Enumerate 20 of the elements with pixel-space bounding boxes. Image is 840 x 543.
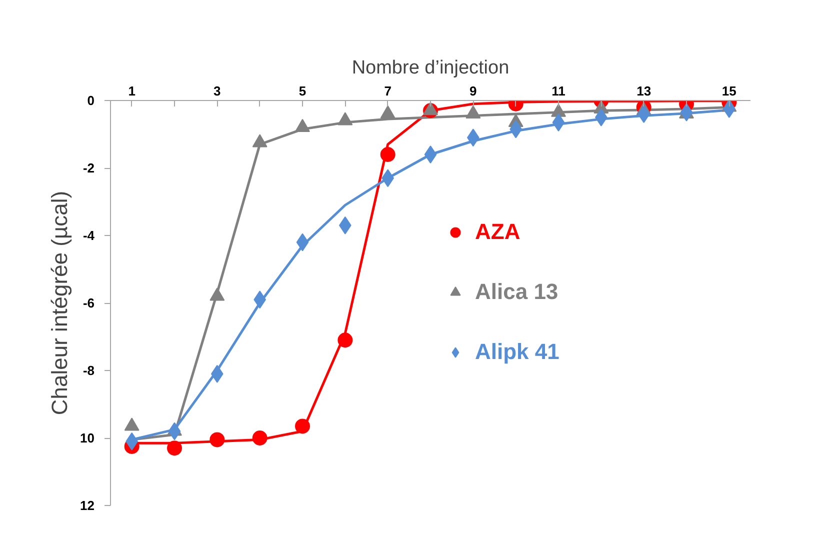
legend-label: Alica 13 [475, 279, 558, 305]
x-tick-label: 7 [384, 84, 392, 98]
y-tick-label: -4 [82, 228, 96, 243]
y-tick-label: 12 [80, 498, 95, 513]
x-tick-label: 13 [636, 84, 652, 98]
legend-label: AZA [475, 219, 520, 245]
x-tick-label: 11 [552, 84, 566, 98]
x-tick-label: 1 [128, 84, 136, 98]
y-axis-title: Chaleur intégrée (µcal) [47, 190, 72, 416]
x-tick-label: 15 [722, 84, 736, 98]
x-axis-title: Nombre d’injection [352, 58, 510, 78]
y-tick-label: 0 [87, 93, 95, 108]
y-tick-label: -2 [82, 160, 95, 176]
y-tick-label: -6 [82, 296, 95, 310]
y-tick-label: 10 [80, 430, 95, 446]
legend-label: Alipk 41 [475, 339, 560, 365]
x-tick-label: 9 [470, 84, 477, 98]
y-tick-label: -8 [82, 363, 95, 378]
x-tick-label: 3 [214, 84, 221, 98]
x-tick-label: 5 [298, 84, 306, 98]
